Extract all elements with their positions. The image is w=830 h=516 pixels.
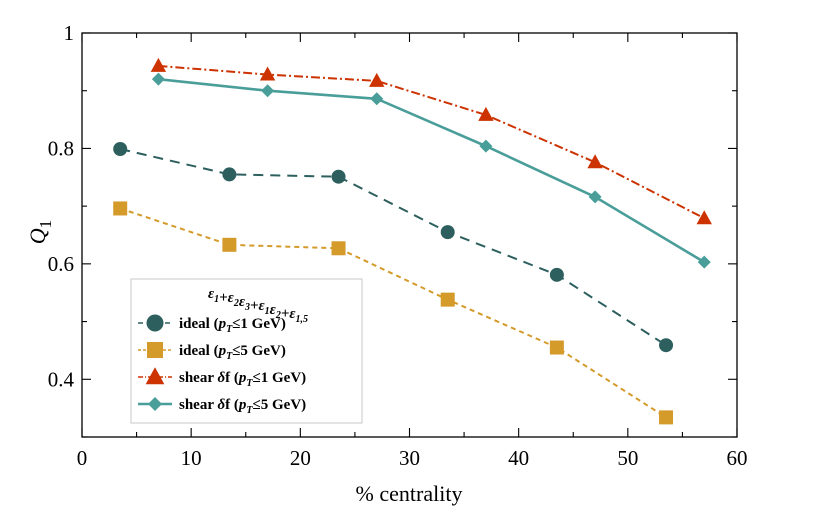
data-point (370, 92, 384, 106)
data-point (549, 340, 564, 355)
data-point (697, 255, 711, 269)
data-point (659, 338, 674, 353)
data-point (479, 139, 493, 153)
series-line (119, 148, 667, 347)
y-tick-label: 0.6 (48, 252, 74, 276)
data-point (440, 292, 455, 307)
legend-title: ε1+ε2ε3+ε1ε2+ε1,5 (208, 286, 308, 325)
data-point (588, 190, 602, 204)
legend-label: shear δf (pT≤1 GeV) (179, 370, 306, 389)
ticks-layer (81, 32, 738, 438)
x-tick-label: 50 (617, 446, 638, 470)
legend: ε1+ε2ε3+ε1ε2+ε1,5 ideal (pT≤1 GeV)ideal … (130, 278, 363, 424)
series-2 (113, 201, 674, 425)
data-point (587, 154, 603, 169)
legend-entry: shear δf (pT≤5 GeV) (138, 397, 306, 416)
data-point (478, 106, 494, 121)
data-point (369, 72, 385, 87)
legend-marker (148, 397, 162, 411)
y-axis-title-main: Q (25, 228, 50, 244)
legend-entry: ideal (pT≤5 GeV) (138, 342, 286, 362)
y-tick-label: 0.4 (48, 367, 75, 391)
data-point (151, 72, 165, 86)
series-line (158, 77, 705, 264)
data-point (150, 57, 167, 72)
series-3 (150, 57, 712, 225)
data-point (696, 210, 712, 225)
y-tick-label: 1 (64, 21, 75, 45)
series-layer (113, 57, 712, 425)
y-axis-title: Q1 (25, 220, 55, 244)
legend-marker (145, 367, 165, 385)
data-point (259, 66, 276, 81)
x-tick-label: 40 (508, 446, 529, 470)
legend-box (130, 278, 363, 424)
legend-entry: shear δf (pT≤1 GeV) (138, 367, 306, 389)
data-point (113, 201, 128, 216)
legend-marker (146, 314, 164, 332)
data-point (549, 267, 564, 282)
data-point (659, 410, 674, 425)
data-point (222, 167, 237, 182)
data-point (113, 142, 128, 157)
x-tick-label: 30 (399, 446, 420, 470)
x-tick-label: 10 (181, 446, 202, 470)
x-tick-label: 60 (727, 446, 748, 470)
tick-labels-layer: 0 10 20 30 40 50 60 0.4 0.6 0.8 1 (48, 21, 748, 470)
series-4 (151, 72, 711, 269)
y-axis-title-sub: 1 (36, 220, 55, 229)
x-tick-label: 20 (290, 446, 311, 470)
series-line (158, 64, 705, 220)
data-point (331, 169, 346, 184)
data-point (331, 241, 346, 256)
series-1 (113, 142, 674, 353)
legend-marker (147, 342, 163, 358)
legend-entry: ideal (pT≤1 GeV) (138, 314, 286, 335)
legend-label: shear δf (pT≤5 GeV) (179, 397, 306, 416)
legend-entries: ideal (pT≤1 GeV) ideal (pT≤5 GeV) shear δf… (138, 314, 306, 416)
data-point (222, 237, 237, 252)
x-axis-title: % centrality (356, 481, 463, 506)
data-point (261, 84, 275, 98)
legend-label: ideal (pT≤1 GeV) (179, 316, 286, 335)
x-tick-label: 0 (77, 446, 88, 470)
data-point (440, 225, 455, 240)
legend-label: ideal (pT≤5 GeV) (179, 343, 286, 362)
y-tick-label: 0.8 (48, 136, 74, 160)
